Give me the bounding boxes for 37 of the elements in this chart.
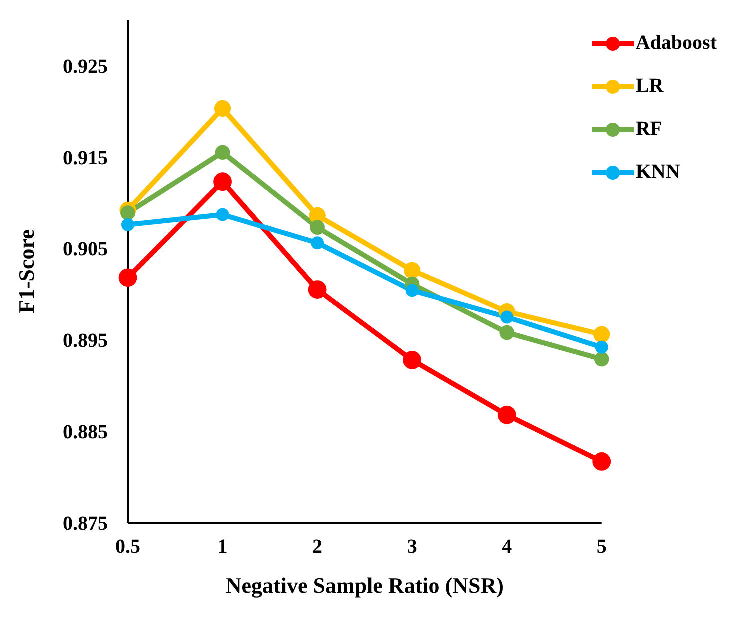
point (214, 172, 232, 192)
point (216, 208, 230, 222)
point (594, 352, 610, 367)
point (308, 280, 327, 299)
x-axis-title: Negative Sample Ratio (NSR) (226, 573, 504, 598)
point (310, 220, 325, 235)
y-tick-label: 0.875 (63, 513, 108, 536)
x-tick-label: 1 (218, 536, 228, 558)
x-tick-label: 2 (312, 536, 323, 558)
legend-label: LR (636, 75, 664, 98)
y-tick-label: 0.915 (63, 147, 108, 170)
point (215, 145, 230, 160)
point (592, 452, 612, 471)
x-tick-label: 5 (596, 536, 607, 558)
point (595, 340, 608, 354)
point (122, 218, 134, 232)
x-tick-label: 0.5 (116, 536, 140, 558)
point (118, 268, 138, 288)
legend-label: Adaboost (636, 32, 717, 55)
point (404, 262, 421, 279)
y-tick-label: 0.885 (63, 422, 108, 444)
legend-label: RF (636, 118, 663, 141)
point (500, 325, 514, 340)
x-tick-label: 3 (407, 536, 418, 558)
y-tick-label: 0.925 (63, 56, 108, 78)
y-axis-title: F1-Score (14, 229, 39, 314)
point (403, 351, 422, 370)
y-tick-label: 0.895 (63, 330, 108, 352)
legend-label: KNN (636, 161, 680, 184)
point (406, 284, 419, 298)
point (594, 326, 610, 343)
point (311, 236, 324, 250)
point (214, 100, 232, 118)
y-tick-label: 0.905 (63, 238, 108, 261)
point (120, 206, 136, 220)
x-tick-label: 4 (502, 536, 512, 558)
point (498, 406, 516, 424)
